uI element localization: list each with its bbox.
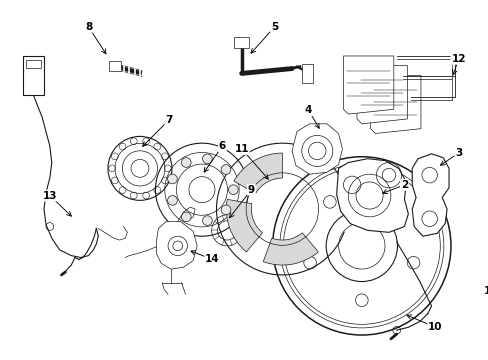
Circle shape <box>181 158 191 167</box>
Text: 2: 2 <box>400 180 407 190</box>
Text: 13: 13 <box>42 190 57 201</box>
Polygon shape <box>370 75 420 134</box>
Wedge shape <box>233 153 282 194</box>
Bar <box>109 61 121 71</box>
Text: 12: 12 <box>450 54 465 64</box>
Text: 9: 9 <box>247 185 254 195</box>
Text: 7: 7 <box>165 115 172 125</box>
Text: 5: 5 <box>270 22 278 32</box>
Circle shape <box>202 154 212 163</box>
Circle shape <box>202 216 212 225</box>
Polygon shape <box>356 66 407 124</box>
Text: 1: 1 <box>483 287 488 296</box>
Circle shape <box>221 165 230 174</box>
Text: 8: 8 <box>85 22 92 32</box>
Text: 11: 11 <box>234 144 248 154</box>
Polygon shape <box>343 56 393 114</box>
Circle shape <box>228 185 238 194</box>
Circle shape <box>167 195 177 205</box>
Bar <box>233 37 249 48</box>
Circle shape <box>221 205 230 215</box>
Text: 6: 6 <box>218 141 225 151</box>
Polygon shape <box>291 124 342 174</box>
Circle shape <box>181 212 191 222</box>
Text: 4: 4 <box>304 105 312 115</box>
Bar <box>25 60 41 68</box>
Polygon shape <box>336 159 407 232</box>
Wedge shape <box>263 233 318 265</box>
Polygon shape <box>156 222 197 269</box>
Bar <box>22 56 44 95</box>
Bar <box>301 64 313 83</box>
Circle shape <box>167 174 177 184</box>
Polygon shape <box>411 154 448 236</box>
Text: 14: 14 <box>205 255 220 265</box>
Text: 10: 10 <box>427 322 442 332</box>
Text: 3: 3 <box>454 148 462 158</box>
Wedge shape <box>226 199 262 252</box>
